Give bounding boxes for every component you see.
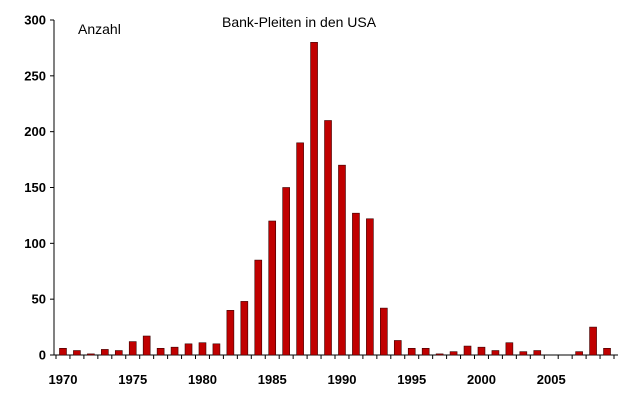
- chart-title: Bank-Pleiten in den USA: [222, 14, 377, 30]
- y-axis-label: Anzahl: [78, 21, 121, 37]
- bar-2000: [477, 346, 486, 356]
- bar-2004: [533, 350, 542, 356]
- bar-1986: [282, 187, 290, 356]
- bar-1981: [212, 343, 221, 356]
- x-tick-label: 1970: [49, 372, 78, 387]
- bar-1994: [393, 340, 402, 356]
- bar-1996: [421, 347, 430, 356]
- y-tick-label: 100: [24, 236, 46, 251]
- y-tick-label: 0: [39, 348, 46, 363]
- bar-1974: [114, 350, 123, 356]
- bar-1985: [268, 220, 277, 356]
- bar-2008: [589, 326, 597, 356]
- bar-1979: [184, 343, 193, 356]
- bar-2003: [519, 351, 528, 356]
- bar-1982: [226, 310, 235, 356]
- bar-1990: [338, 164, 346, 356]
- x-tick-label: 1995: [397, 372, 426, 387]
- bar-1998: [449, 351, 458, 356]
- bar-2007: [575, 351, 583, 356]
- x-tick-label: 1985: [258, 372, 287, 387]
- bar-1988: [310, 42, 318, 356]
- bar-1987: [296, 142, 304, 356]
- bar-1983: [240, 301, 249, 356]
- x-tick-label: 1975: [118, 372, 147, 387]
- bar-1970: [59, 347, 67, 356]
- bar-1978: [170, 346, 179, 356]
- bar-1976: [142, 335, 151, 356]
- y-axis: 0 50 100 150 200 250 300: [24, 13, 55, 363]
- bar-1999: [463, 345, 472, 356]
- x-tick-label: 2000: [467, 372, 496, 387]
- x-axis: 1970 1975 1980 1985 1990 1995 2000 2005: [49, 354, 618, 387]
- x-tick-label: 1990: [328, 372, 357, 387]
- bars: [59, 42, 611, 356]
- bar-1977: [156, 347, 165, 356]
- y-tick-label: 200: [24, 124, 46, 139]
- bar-1989: [324, 120, 332, 356]
- x-tick-label: 1980: [188, 372, 217, 387]
- bar-1980: [198, 342, 207, 356]
- bar-2002: [505, 342, 514, 356]
- y-tick-label: 50: [32, 292, 46, 307]
- bar-1997: [435, 353, 444, 356]
- y-tick-label: 300: [24, 13, 46, 28]
- bar-1984: [254, 259, 263, 356]
- bar-1991: [352, 212, 360, 356]
- y-tick-label: 250: [24, 68, 46, 83]
- bar-1972: [87, 353, 95, 356]
- bar-2001: [491, 350, 500, 356]
- bar-1971: [73, 350, 81, 356]
- x-tick-label: 2005: [537, 372, 566, 387]
- bar-1973: [101, 349, 109, 356]
- bar-1975: [128, 341, 137, 356]
- bar-2009: [603, 347, 611, 356]
- bar-1995: [407, 347, 416, 356]
- y-tick-label: 150: [24, 180, 46, 195]
- bar-1992: [366, 218, 374, 356]
- bar-1993: [380, 307, 388, 356]
